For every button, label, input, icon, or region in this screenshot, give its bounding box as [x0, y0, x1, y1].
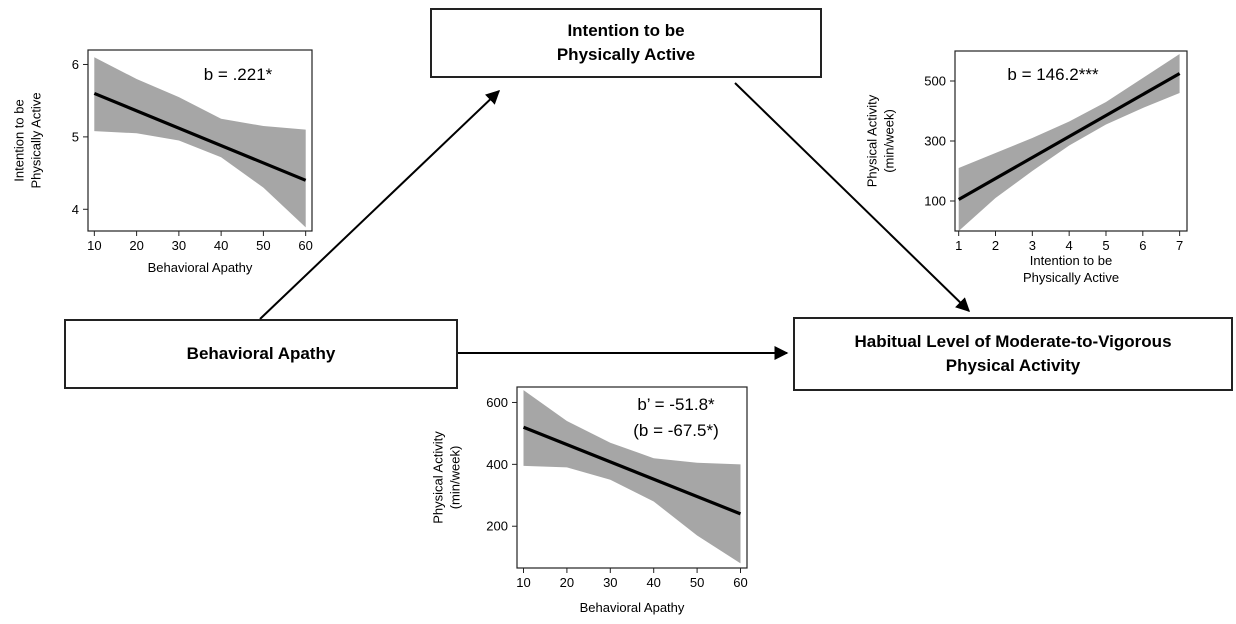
- activity-box-line1: Habitual Level of Moderate-to-Vigorous: [854, 332, 1172, 351]
- coefficient-label: b = 146.2***: [1007, 65, 1099, 84]
- x-tick-label: 1: [955, 238, 962, 253]
- x-axis-label: Behavioral Apathy: [148, 260, 253, 275]
- x-tick-label: 20: [129, 238, 143, 253]
- arrow-apathy-to-intention: [259, 90, 501, 320]
- regression-line: [93, 91, 307, 182]
- confidence-band: [94, 57, 306, 228]
- x-tick-label: 5: [1102, 238, 1109, 253]
- intention-box: Intention to be Physically Active: [430, 8, 822, 78]
- y-axis-label: Physical Activity: [431, 431, 446, 524]
- confidence-band: [958, 54, 1180, 231]
- x-tick-label: 60: [733, 575, 747, 590]
- x-tick-label: 6: [1139, 238, 1146, 253]
- apathy-box: Behavioral Apathy: [64, 319, 458, 389]
- x-tick-label: 4: [1066, 238, 1073, 253]
- y-axis-label: Intention to be: [12, 99, 27, 181]
- x-tick-label: 60: [298, 238, 312, 253]
- y-tick-label: 6: [72, 57, 79, 72]
- activity-box-line2: Physical Activity: [945, 356, 1081, 375]
- y-tick-label: 5: [72, 129, 79, 144]
- x-tick-label: 7: [1176, 238, 1183, 253]
- y-axis-label: Physical Activity: [865, 94, 880, 187]
- y-tick-label: 500: [924, 74, 946, 89]
- plot-frame: [87, 49, 313, 232]
- x-tick-label: 50: [256, 238, 270, 253]
- intention-box-line2: Physically Active: [556, 45, 696, 64]
- x-axis-label: Intention to be: [1030, 253, 1112, 268]
- x-axis-label: Physically Active: [1023, 270, 1119, 285]
- coefficient-label: b’ = -51.8*: [637, 395, 715, 414]
- y-axis-label: (min/week): [882, 109, 897, 173]
- x-tick-label: 2: [992, 238, 999, 253]
- y-tick-label: 300: [924, 134, 946, 149]
- x-tick-label: 40: [646, 575, 660, 590]
- y-tick-label: 200: [486, 519, 508, 534]
- x-tick-label: 3: [1029, 238, 1036, 253]
- intention-box-line1: Intention to be: [567, 21, 685, 40]
- regression-line: [522, 425, 742, 516]
- plot-frame: [516, 386, 748, 569]
- y-tick-label: 400: [486, 457, 508, 472]
- confidence-band: [523, 390, 741, 564]
- y-tick-label: 600: [486, 395, 508, 410]
- x-tick-label: 10: [87, 238, 101, 253]
- x-tick-label: 20: [560, 575, 574, 590]
- y-tick-label: 4: [72, 202, 79, 217]
- coefficient-label: b = .221*: [204, 65, 273, 84]
- x-tick-label: 50: [690, 575, 704, 590]
- x-tick-label: 30: [603, 575, 617, 590]
- x-axis-label: Behavioral Apathy: [580, 600, 685, 615]
- activity-box: Habitual Level of Moderate-to-Vigorous P…: [793, 317, 1233, 391]
- x-tick-label: 10: [516, 575, 530, 590]
- y-axis-label: Physically Active: [29, 92, 44, 188]
- apathy-box-label: Behavioral Apathy: [186, 344, 336, 363]
- coefficient-label: (b = -67.5*): [633, 421, 719, 440]
- x-tick-label: 30: [172, 238, 186, 253]
- x-tick-label: 40: [214, 238, 228, 253]
- regression-line: [957, 72, 1181, 201]
- y-tick-label: 100: [924, 194, 946, 209]
- arrow-intention-to-activity: [734, 82, 971, 312]
- y-axis-label: (min/week): [448, 446, 463, 510]
